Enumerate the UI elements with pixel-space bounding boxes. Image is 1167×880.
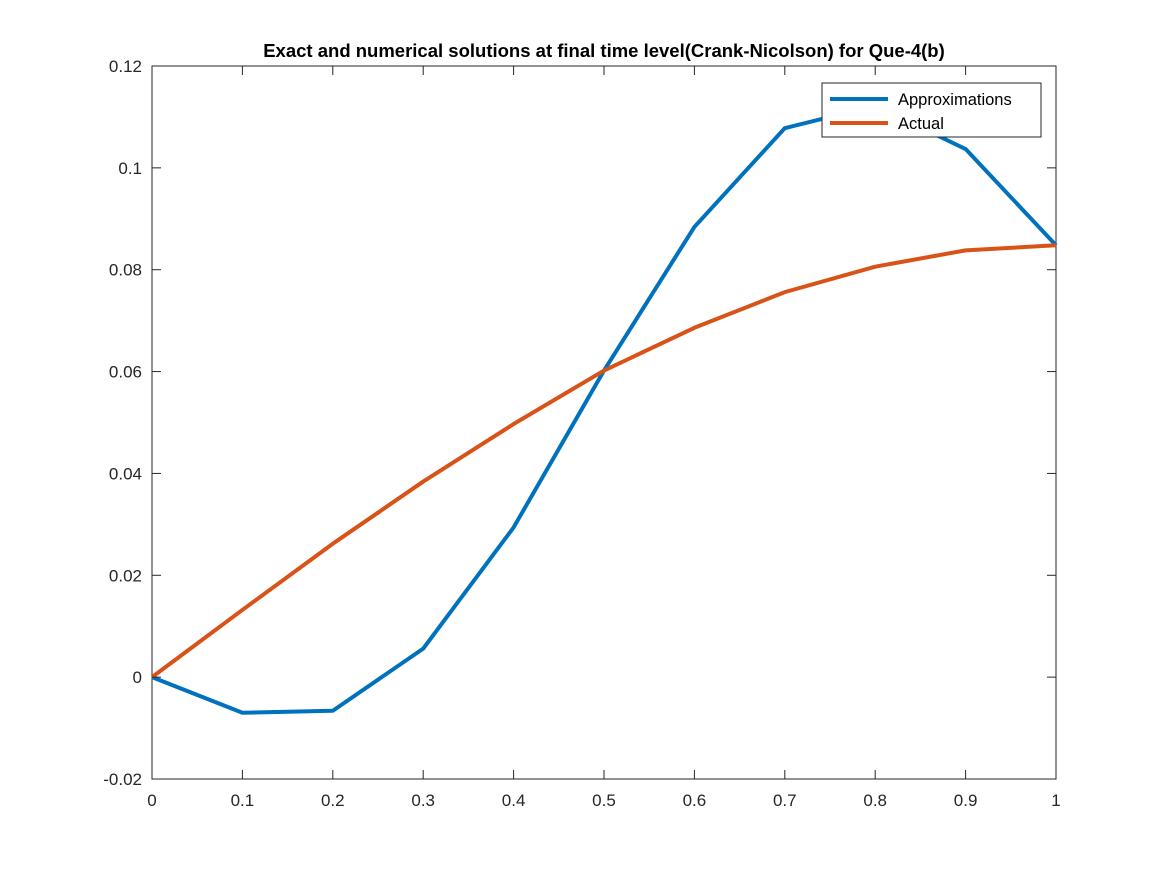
y-tick-label: 0.12	[109, 57, 142, 76]
y-tick-label: 0.02	[109, 566, 142, 585]
x-tick-label: 0.1	[231, 791, 255, 810]
x-tick-label: 0.9	[954, 791, 978, 810]
chart-title: Exact and numerical solutions at final t…	[263, 40, 945, 61]
x-tick-label: 0.2	[321, 791, 345, 810]
x-tick-label: 0.8	[863, 791, 887, 810]
x-tick-label: 0.4	[502, 791, 526, 810]
x-tick-label: 0.3	[411, 791, 435, 810]
axes	[152, 66, 1056, 779]
x-tick-label: 0	[147, 791, 156, 810]
x-tick-label: 1	[1051, 791, 1060, 810]
y-tick-label: 0.04	[109, 464, 142, 483]
y-tick-label: -0.02	[103, 770, 142, 789]
y-tick-label: 0.08	[109, 261, 142, 280]
x-tick-label: 0.7	[773, 791, 797, 810]
legend-label-approximations: Approximations	[898, 91, 1012, 109]
y-tick-label: 0.06	[109, 363, 142, 382]
x-tick-label: 0.6	[683, 791, 707, 810]
plot-area	[152, 66, 1056, 779]
legend[interactable]: Approximations Actual	[822, 83, 1041, 137]
y-tick-label: 0.1	[118, 159, 142, 178]
y-tick-label: 0	[133, 668, 142, 687]
x-tick-label: 0.5	[592, 791, 616, 810]
legend-label-actual: Actual	[898, 115, 944, 133]
